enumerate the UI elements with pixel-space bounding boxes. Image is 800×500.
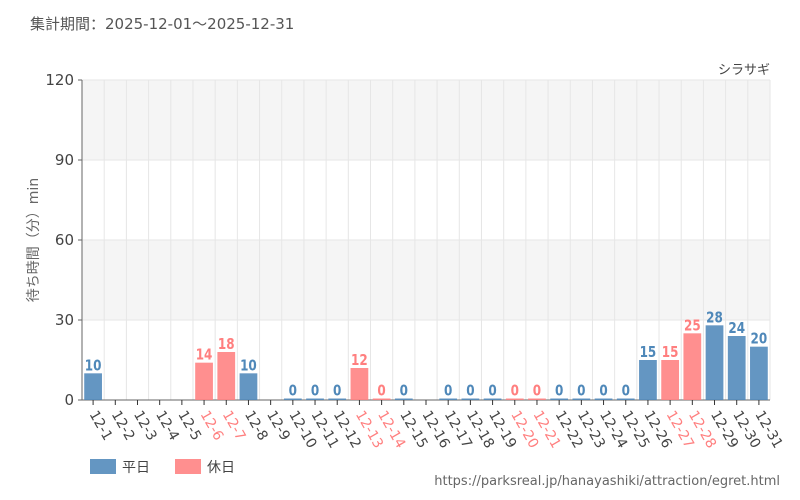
bar [683,333,702,400]
period-title: 集計期間：2025-12-01〜2025-12-31 [30,15,295,33]
data-label: 20 [751,330,768,348]
bar [572,398,591,400]
data-label: 0 [400,382,408,400]
bar [461,398,480,400]
data-label: 0 [511,382,519,400]
bar [372,398,391,400]
data-label: 25 [684,317,701,335]
data-label: 10 [85,357,102,375]
bar [283,398,302,400]
data-label: 0 [311,382,319,400]
bar [705,325,724,400]
data-label: 12 [351,352,368,370]
legend-label-weekday: 平日 [122,460,150,476]
bar [505,398,524,400]
bar [394,398,413,400]
bar [328,398,347,400]
bar [84,373,102,400]
y-tick-label: 30 [55,311,74,329]
grid-band [82,240,770,320]
bar [239,373,258,400]
y-tick-label: 90 [55,151,74,169]
grid-band [82,80,770,160]
bar [594,398,613,400]
data-label: 0 [622,382,630,400]
bar [350,368,369,400]
data-label: 0 [466,382,474,400]
bar [217,352,236,400]
bar [439,398,458,400]
data-label: 0 [333,382,341,400]
data-label: 0 [533,382,541,400]
data-label: 0 [377,382,385,400]
data-label: 24 [728,320,745,338]
y-tick-label: 120 [45,71,74,89]
data-label: 10 [240,357,257,375]
chart-title: シラサギ [718,63,770,78]
data-label: 18 [218,336,235,354]
bar [550,398,569,400]
y-tick-label: 0 [64,391,74,409]
bar [483,398,502,400]
data-label: 0 [488,382,496,400]
y-tick-label: 60 [55,231,74,249]
data-label: 0 [577,382,585,400]
bar [528,398,546,400]
data-label: 0 [289,382,297,400]
data-label: 28 [706,309,723,327]
bar [616,398,635,400]
data-label: 0 [444,382,452,400]
bar [727,336,746,400]
data-label: 0 [555,382,563,400]
source-url[interactable]: https://parksreal.jp/hanayashiki/attract… [434,474,780,489]
data-label: 15 [662,344,679,362]
legend-swatch-weekday [90,459,116,474]
bar [306,398,324,400]
data-label: 15 [640,344,657,362]
legend-swatch-holiday [175,459,201,474]
y-axis-label: 待ち時間（分）min [26,178,42,302]
bar [750,346,768,400]
data-label: 14 [196,346,213,364]
bar [195,362,213,400]
bar [639,360,657,400]
legend-label-holiday: 休日 [207,460,235,476]
bar [661,360,680,400]
data-label: 0 [599,382,607,400]
